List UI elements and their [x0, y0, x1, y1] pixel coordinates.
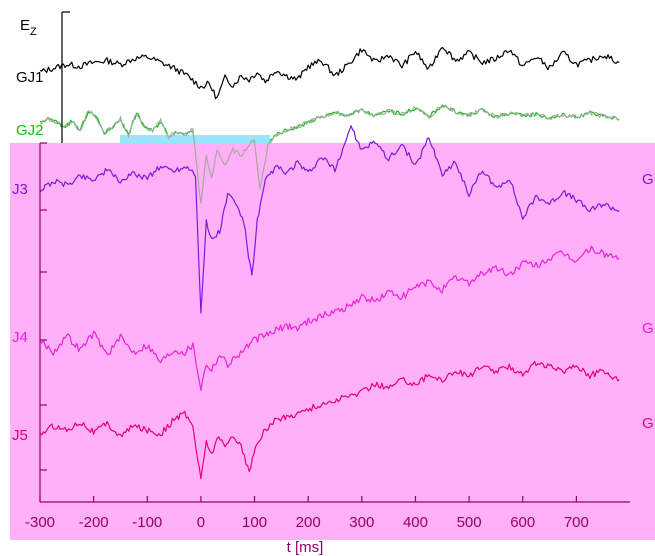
x-tick-label: 600	[510, 514, 535, 531]
pink-overlay-panel	[10, 143, 655, 540]
x-tick-label: 200	[296, 514, 321, 531]
ylabel-main: EZ	[20, 17, 37, 38]
cyan-strip	[120, 135, 270, 143]
x-tick-label: 100	[242, 514, 267, 531]
x-tick-label: 700	[564, 514, 589, 531]
series-label-gj2: GJ2	[16, 122, 44, 139]
right-label-gj3: G	[642, 171, 654, 188]
x-tick-label: 0	[197, 514, 205, 531]
series-gj2-ghost-line	[40, 104, 620, 204]
bottom-traces	[39, 104, 620, 480]
x-tick-labels: -300 -200 -100 0 100 200 300 400 500 600 700	[25, 496, 589, 531]
right-label-gj4: G	[642, 320, 654, 337]
series-label-gj5: J5	[12, 427, 28, 444]
series-label-gj4: J4	[12, 329, 28, 346]
series-gj1-line	[39, 46, 620, 100]
ylabel-main-text: E	[20, 17, 30, 34]
x-tick-label: -100	[132, 514, 162, 531]
x-tick-label: 400	[403, 514, 428, 531]
x-tick-label: 500	[457, 514, 482, 531]
x-tick-label: 300	[349, 514, 374, 531]
series-label-gj1: GJ1	[16, 69, 44, 86]
ylabel-sub-text: Z	[30, 26, 37, 38]
x-axis-label: t [ms]	[287, 539, 324, 556]
series-gj5-line	[39, 360, 620, 480]
right-label-gj5: G	[642, 415, 654, 432]
series-label-gj3: J3	[12, 181, 28, 198]
x-tick-label: -200	[79, 514, 109, 531]
x-tick-label: -300	[25, 514, 55, 531]
axes	[39, 11, 630, 503]
series-gj3-line	[39, 125, 620, 314]
series-gj4-line	[39, 245, 620, 392]
